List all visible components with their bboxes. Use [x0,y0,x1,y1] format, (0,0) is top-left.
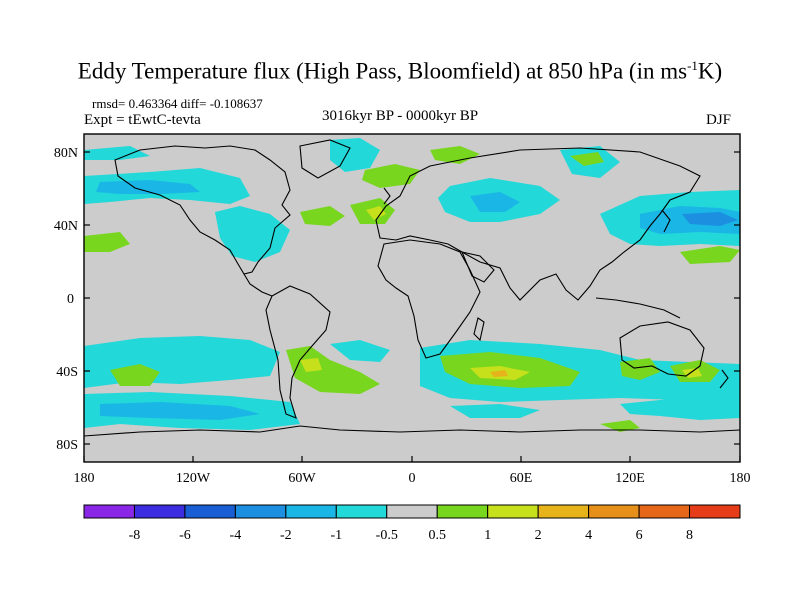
season-label: DJF [706,112,732,128]
region-neg-north-america [215,206,290,262]
region-neg-north-atlantic [330,138,380,172]
coast-japan [661,209,671,233]
colorbar-box [386,504,438,519]
colorbar-label: 1 [484,528,491,543]
x-label-120e: 120E [615,471,645,486]
region-neg-north-pacific-core [96,180,200,194]
region-pos-south-america [286,346,380,394]
region-neg-northwest-pacific-strong [682,212,738,226]
title-superscript: -1 [687,58,698,73]
x-label-180w: 180 [74,471,95,486]
colorbar-box [537,504,590,519]
x-label-0: 0 [409,471,416,486]
coast-antarctica [84,425,740,437]
x-label-180e: 180 [730,471,751,486]
region-pos-north-pacific [84,232,130,252]
y-label-80n: 80N [54,146,78,161]
colorbar-box [83,504,135,519]
coast-greenland [299,139,351,179]
coast-arabia [461,251,495,283]
colorbar-label: 2 [535,528,542,543]
region-pos-pacific-east [680,246,740,264]
y-axis-ticks [84,151,740,445]
coast-indonesia [595,297,681,319]
colorbar-box [436,504,489,519]
experiment-label: Expt = tEwtC-tevta [84,112,201,128]
colorbar-label: 8 [686,528,693,543]
region-neg-southern-ocean-central [450,404,540,418]
coast-eurasia [375,147,701,301]
coast-central-america [243,273,273,297]
y-label-40n: 40N [54,219,78,234]
region-pos-south-indian-strong [490,370,508,377]
colorbar-label: 4 [585,528,592,543]
region-pos-asia-small [570,152,604,166]
colorbar-box [638,504,691,519]
colorbar-box [133,504,186,519]
colorbar-label: -6 [179,528,191,543]
colorbar-box [234,504,287,519]
x-label-60e: 60E [510,471,533,486]
coastlines [84,139,740,437]
region-pos-arctic [362,164,420,188]
colorbar-box [335,504,388,519]
colorbar-box [689,504,741,519]
y-label-0: 0 [67,292,74,307]
region-pos-eurasia-core [366,206,386,220]
region-neg-arctic-west [84,146,150,160]
colorbar-label: 0.5 [428,528,446,543]
region-pos-atlantic [300,206,345,226]
colorbar-label: -1 [330,528,342,543]
coast-africa [377,239,481,359]
colorbar-labels: -8 -6 -4 -2 -1 -0.5 0.5 1 2 4 6 8 [129,528,693,543]
coast-new-zealand [719,369,729,389]
y-label-40s: 40S [56,365,78,380]
region-pos-south-pacific [110,364,160,386]
title-end: K) [697,58,723,84]
colorbar-label: -4 [230,528,242,543]
region-pos-south-america-core [300,358,322,372]
coast-madagascar [473,317,485,342]
coast-north-america [114,145,291,275]
x-label-60w: 60W [288,471,316,486]
coast-south-america [265,285,331,419]
colorbar-label: -2 [280,528,292,543]
colorbar-label: 6 [636,528,643,543]
colorbar-box [487,504,539,519]
y-label-80s: 80S [56,438,78,453]
colorbar-box [588,504,640,519]
stats-label: rmsd= 0.463364 diff= -0.108637 [92,96,263,111]
x-axis-ticks [83,456,741,462]
region-pos-australia-west [620,358,660,380]
x-label-120w: 120W [176,471,211,486]
coast-uk [383,187,391,205]
flux-anomaly-regions [84,138,740,432]
region-neg-asia-core [470,192,520,212]
region-pos-siberia [430,146,480,164]
period-label: 3016kyr BP - 0000kyr BP [322,108,479,124]
colorbar-box [184,504,236,519]
region-pos-southern-ocean-small [600,420,640,432]
colorbar-box [285,504,337,519]
colorbar-label: -8 [129,528,141,543]
coast-australia [619,321,705,377]
region-neg-southern-ocean-core [100,402,260,420]
colorbar [83,504,741,519]
region-neg-southern-ocean-east [620,396,740,420]
title-main: Eddy Temperature flux (High Pass, Bloomf… [77,58,688,84]
chart-title: Eddy Temperature flux (High Pass, Bloomf… [0,58,800,85]
region-neg-south-atlantic [330,340,390,362]
colorbar-label: -0.5 [376,528,398,543]
